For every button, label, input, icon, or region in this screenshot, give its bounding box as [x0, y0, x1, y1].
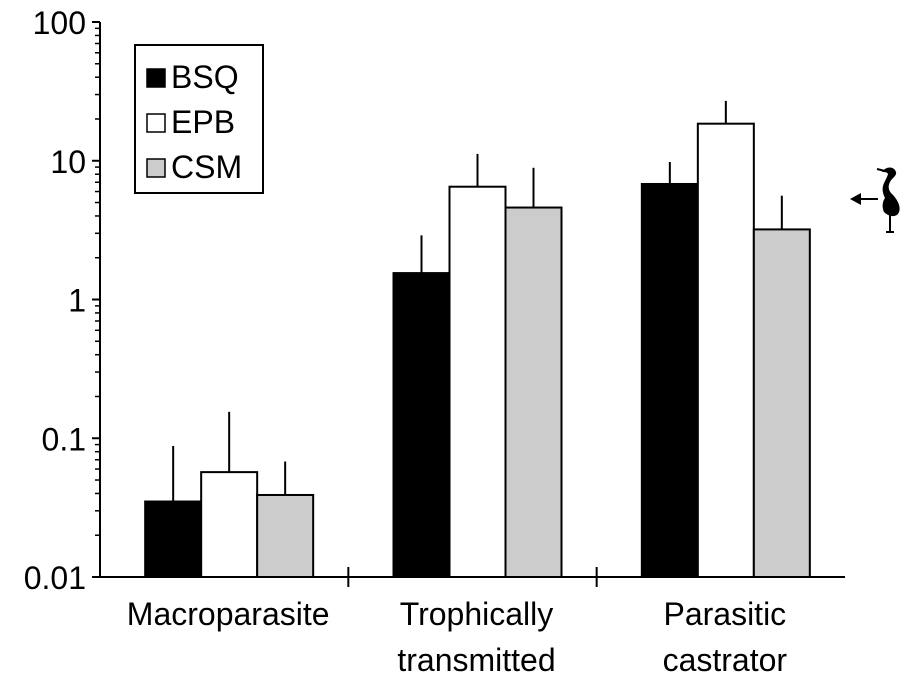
- bar-epb: [200, 471, 259, 579]
- legend: BSQ EPB CSM: [134, 44, 264, 194]
- x-tick-label: castrator: [663, 642, 788, 678]
- bar-bsq: [640, 182, 699, 579]
- x-tick-label: Macroparasite: [127, 596, 330, 632]
- legend-swatch-epb: [146, 113, 166, 133]
- heron-icon: [850, 167, 900, 233]
- y-tick-label: 0.01: [24, 560, 86, 596]
- bar-csm: [256, 493, 315, 578]
- x-tick-label: Trophically: [400, 596, 554, 632]
- bar-bsq: [392, 272, 451, 578]
- x-tick-label: transmitted: [397, 642, 555, 678]
- bar-epb: [448, 185, 507, 578]
- bars: [144, 100, 811, 579]
- legend-swatch-bsq: [146, 68, 166, 88]
- legend-label-csm: CSM: [171, 149, 242, 185]
- legend-swatch-csm: [146, 158, 166, 178]
- legend-label-epb: EPB: [171, 104, 235, 140]
- y-tick-label: 10: [50, 144, 86, 180]
- bar-csm: [752, 228, 811, 579]
- bar-bsq: [144, 500, 203, 578]
- y-tick-label: 1: [68, 283, 86, 319]
- bar-csm: [504, 206, 563, 578]
- x-tick-label: Parasitic: [663, 596, 786, 632]
- axes: 0.01 0.1 1 10 100 Macroparasite Trophically tra…: [24, 5, 845, 678]
- legend-label-bsq: BSQ: [171, 59, 239, 95]
- bar-epb: [696, 122, 755, 578]
- y-tick-label: 0.1: [42, 421, 86, 457]
- y-tick-label: 100: [33, 5, 86, 41]
